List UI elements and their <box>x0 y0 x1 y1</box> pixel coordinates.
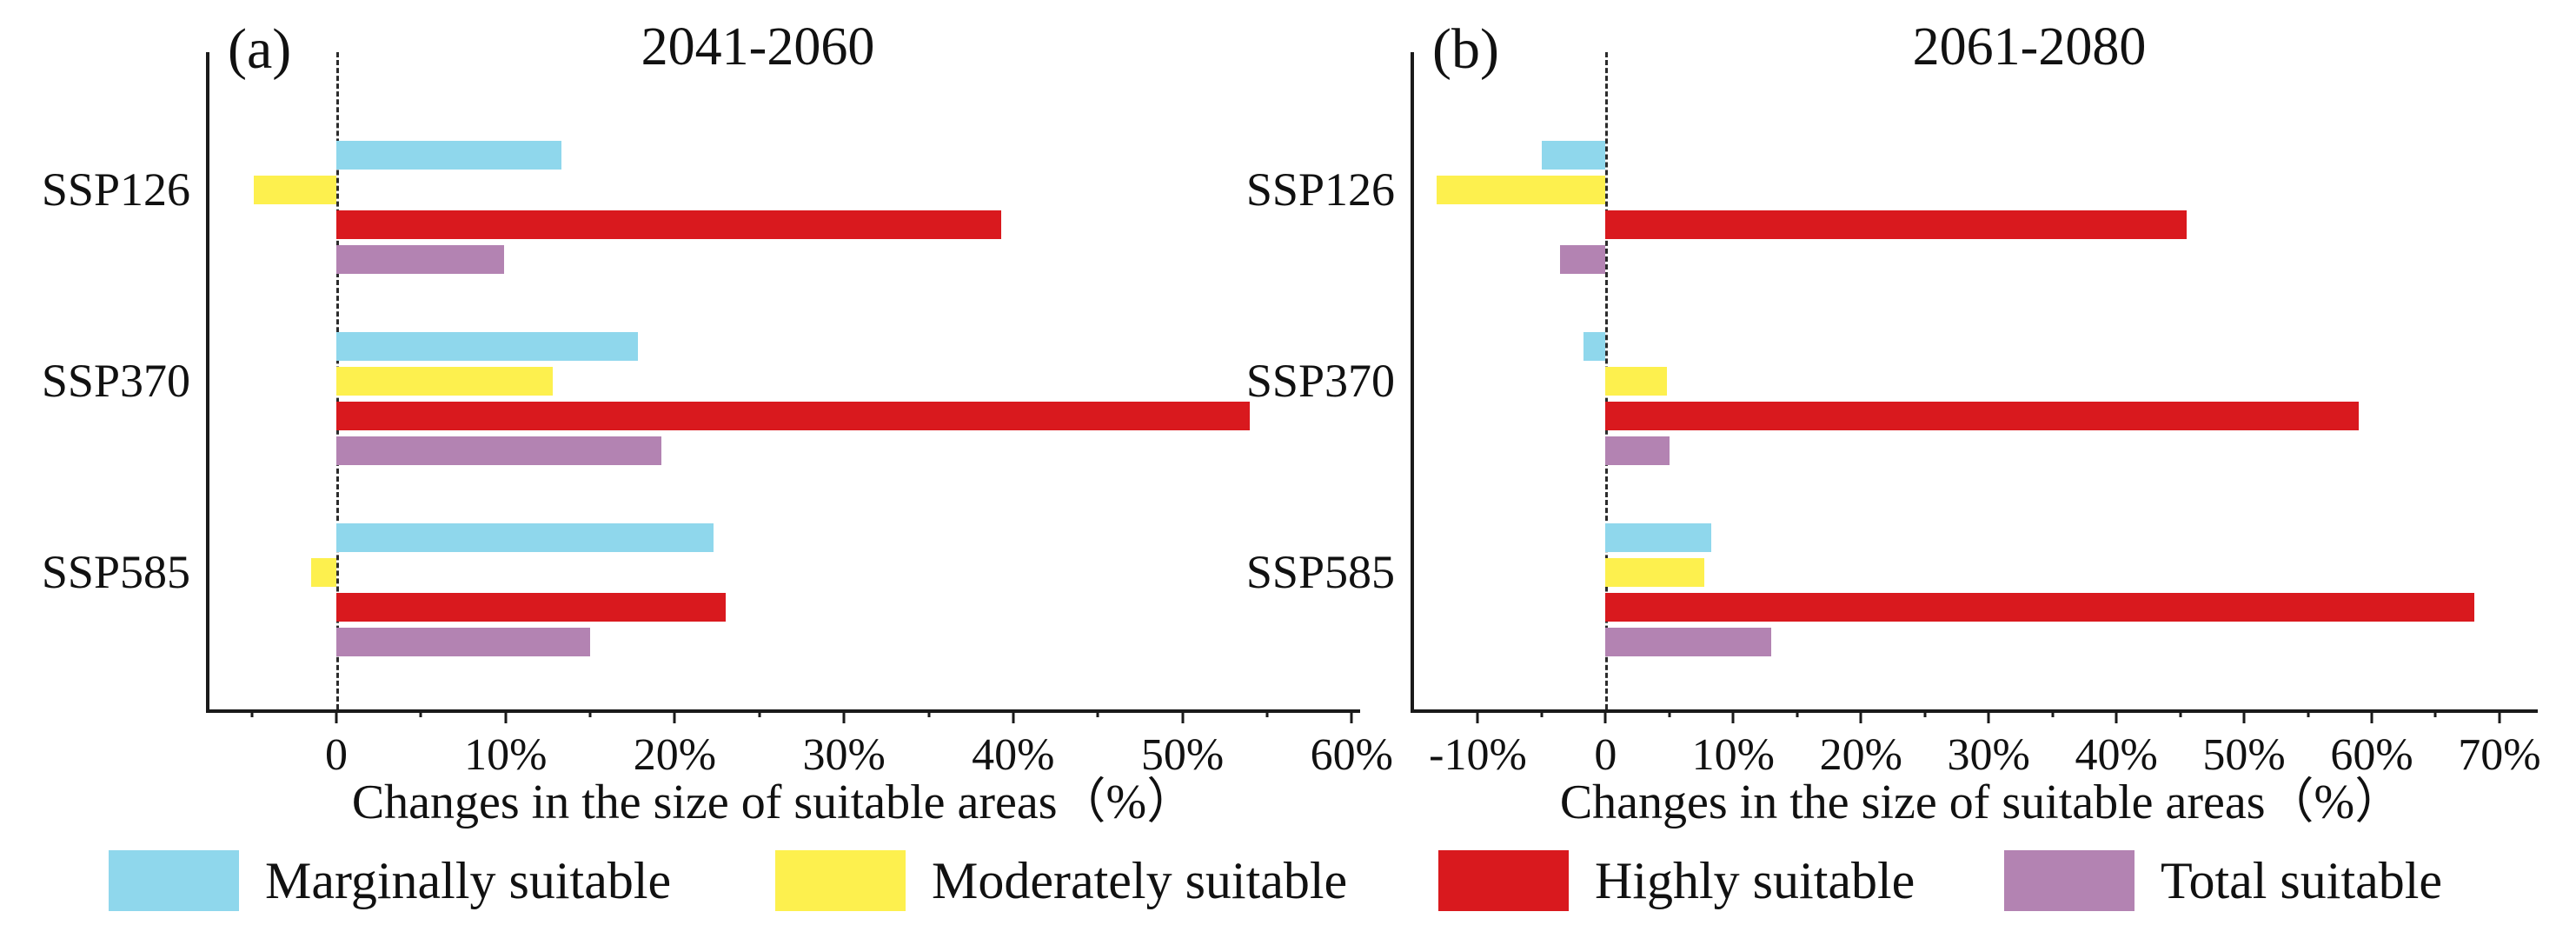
x-axis-major-tick <box>2370 709 2374 723</box>
legend-item-moderately-suitable: Moderately suitable <box>775 850 1347 911</box>
bar-ssp370-marginally-suitable <box>336 332 638 361</box>
panel-a-label: (a) <box>228 17 292 81</box>
bar-ssp370-highly-suitable <box>1605 402 2360 430</box>
x-axis-minor-tick <box>1096 709 1099 717</box>
bar-ssp585-highly-suitable <box>1605 593 2474 622</box>
bar-ssp585-total-suitable <box>336 628 591 656</box>
legend: Marginally suitable Moderately suitable … <box>0 850 2576 928</box>
x-axis-tick-label: 60% <box>2330 730 2413 780</box>
x-axis-tick-label: 30% <box>802 730 886 780</box>
y-category-label-ssp126: SSP126 <box>41 163 190 216</box>
x-axis-major-tick <box>1859 709 1862 723</box>
bar-ssp126-highly-suitable <box>1605 210 2187 239</box>
plot-b: SSP126 SSP370 SSP585 -10% 0 10% 20% 30% 40% 50% 60… <box>1246 52 2541 779</box>
y-category-label-ssp126: SSP126 <box>1245 163 1395 216</box>
x-axis-tick-label: 0 <box>325 730 349 780</box>
x-axis-tick-label: 20% <box>633 730 717 780</box>
x-axis-tick-label: 70% <box>2458 730 2541 780</box>
x-axis-major-tick <box>842 709 846 723</box>
x-axis-minor-tick <box>927 709 930 717</box>
marginally-suitable-swatch-icon <box>109 850 239 911</box>
bar-ssp126-marginally-suitable <box>1541 141 1606 170</box>
moderately-suitable-swatch-icon <box>775 850 906 911</box>
x-axis-major-tick <box>2242 709 2246 723</box>
legend-label: Highly suitable <box>1595 852 1915 909</box>
bar-ssp585-marginally-suitable <box>336 523 714 552</box>
bar-ssp126-moderately-suitable <box>1437 176 1606 204</box>
x-axis-tick-label: -10% <box>1429 730 1527 780</box>
bar-ssp370-total-suitable <box>336 436 661 465</box>
x-axis-major-tick <box>504 709 508 723</box>
panel-a-title: 2041-2060 <box>641 17 875 77</box>
x-axis-tick-label: 50% <box>1140 730 1225 780</box>
x-axis-minor-tick <box>250 709 254 717</box>
x-axis-minor-tick <box>1796 709 1799 717</box>
y-category-label-ssp585: SSP585 <box>1245 546 1395 598</box>
bar-ssp585-moderately-suitable <box>1605 558 1704 587</box>
bar-ssp585-highly-suitable <box>336 593 726 622</box>
x-axis-major-tick <box>2498 709 2501 723</box>
bar-ssp585-moderately-suitable <box>310 558 337 587</box>
x-axis-major-tick <box>673 709 676 723</box>
legend-label: Total suitable <box>2161 852 2443 909</box>
x-axis-major-tick <box>1603 709 1607 723</box>
x-axis-minor-tick <box>1668 709 1671 717</box>
x-axis-tick-label: 40% <box>972 730 1055 780</box>
legend-item-total-suitable: Total suitable <box>2004 850 2442 911</box>
bar-ssp126-total-suitable <box>1559 245 1606 274</box>
plot-a: SSP126 SSP370 SSP585 0 10% 20% 30% 40% 50% 60% <box>42 52 1393 779</box>
bar-ssp370-moderately-suitable <box>1605 367 1667 396</box>
legend-item-highly-suitable: Highly suitable <box>1438 850 1915 911</box>
x-axis-tick-label: 60% <box>1310 730 1393 780</box>
panel-a-xaxis-title: Changes in the size of suitable areas（%） <box>351 775 1196 829</box>
panel-b-xaxis-title: Changes in the size of suitable areas（%） <box>1559 775 2404 829</box>
bar-ssp126-total-suitable <box>336 245 504 274</box>
panel-b-label: (b) <box>1432 17 1499 81</box>
panel-b-title: 2061-2080 <box>1912 17 2147 77</box>
x-axis-tick-label: 30% <box>1947 730 2030 780</box>
legend-label: Marginally suitable <box>265 852 672 909</box>
x-axis-major-tick <box>1181 709 1185 723</box>
x-axis-tick-label: 50% <box>2202 730 2286 780</box>
legend-label: Moderately suitable <box>932 852 1348 909</box>
x-axis-major-tick <box>1012 709 1015 723</box>
x-axis-minor-tick <box>2307 709 2310 717</box>
x-axis-major-tick <box>2115 709 2118 723</box>
x-axis-tick-label: 20% <box>1819 730 1902 780</box>
x-axis-minor-tick <box>2179 709 2182 717</box>
bar-ssp370-moderately-suitable <box>336 367 554 396</box>
x-axis-major-tick <box>1476 709 1479 723</box>
bar-ssp370-highly-suitable <box>336 402 1251 430</box>
x-axis-tick-label: 10% <box>464 730 548 780</box>
bar-ssp126-highly-suitable <box>336 210 1002 239</box>
total-suitable-swatch-icon <box>2004 850 2134 911</box>
bar-ssp370-total-suitable <box>1605 436 1670 465</box>
bar-ssp585-marginally-suitable <box>1605 523 1712 552</box>
x-axis-minor-tick <box>588 709 592 717</box>
x-axis-major-tick <box>335 709 338 723</box>
y-category-label-ssp370: SSP370 <box>41 355 190 407</box>
bar-ssp585-total-suitable <box>1605 628 1772 656</box>
bar-ssp126-marginally-suitable <box>336 141 561 170</box>
x-axis-minor-tick <box>2051 709 2055 717</box>
x-axis-tick-label: 0 <box>1594 730 1617 780</box>
bar-ssp370-marginally-suitable <box>1583 332 1606 361</box>
x-axis-minor-tick <box>2433 709 2437 717</box>
x-axis-minor-tick <box>1265 709 1269 717</box>
x-axis-major-tick <box>1731 709 1735 723</box>
x-axis-minor-tick <box>758 709 761 717</box>
x-axis-major-tick <box>1987 709 1990 723</box>
x-axis-minor-tick <box>1540 709 1544 717</box>
x-axis-tick-label: 40% <box>2075 730 2158 780</box>
bar-ssp126-moderately-suitable <box>253 176 336 204</box>
x-axis-minor-tick <box>1923 709 1927 717</box>
highly-suitable-swatch-icon <box>1438 850 1569 911</box>
legend-item-marginally-suitable: Marginally suitable <box>109 850 671 911</box>
y-category-label-ssp370: SSP370 <box>1245 355 1395 407</box>
x-axis-tick-label: 10% <box>1691 730 1775 780</box>
x-axis-minor-tick <box>419 709 422 717</box>
y-category-label-ssp585: SSP585 <box>41 546 190 598</box>
x-axis-major-tick <box>1350 709 1353 723</box>
